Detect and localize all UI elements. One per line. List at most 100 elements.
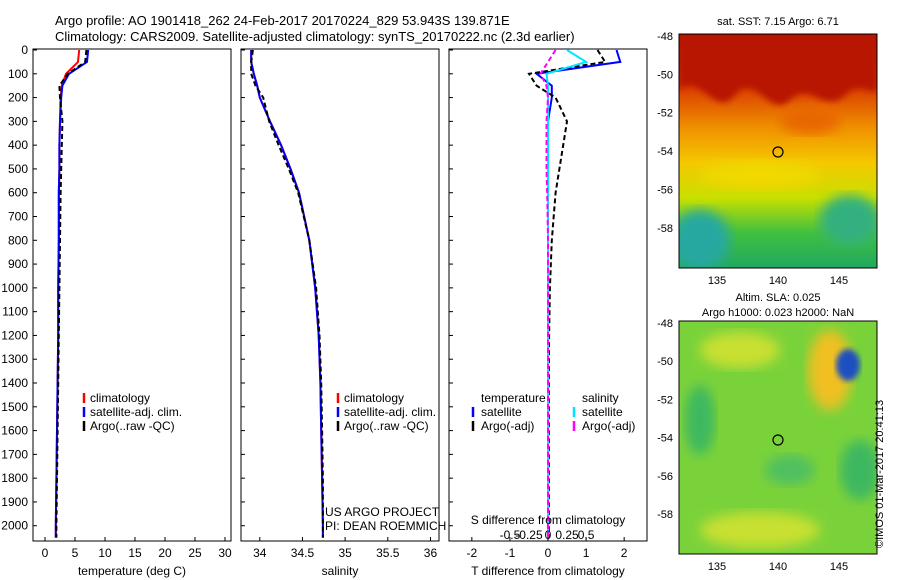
temperature-x-tick-label: 15 xyxy=(128,546,142,560)
tdiff-xlabel: T difference from climatology xyxy=(471,564,625,578)
sst-map-ticks: -48 -50 -52 -54 -56 -58 135 140 145 xyxy=(657,31,848,287)
depth-tick-label: 1600 xyxy=(1,424,28,438)
depth-axis: 0 100 200 300 400 500 600 700 800 900 1000 1100 1200… xyxy=(1,43,453,533)
sdiff-label: S difference from climatology xyxy=(471,513,626,527)
map-y-tick-label: -50 xyxy=(657,356,673,368)
map-x-tick-label: 140 xyxy=(769,275,787,287)
legend-argo: Argo(..raw -QC) xyxy=(344,419,429,433)
salinity-legend: climatology satellite-adj. clim. Argo(..… xyxy=(336,391,436,433)
legend-satellite: satellite-adj. clim. xyxy=(90,405,182,419)
depth-tick-label: 0 xyxy=(21,43,28,57)
map-x-tick-label: 145 xyxy=(830,275,848,287)
sst-argo-marker xyxy=(772,146,784,158)
sst-map-image xyxy=(679,34,877,268)
depth-tick-label: 1800 xyxy=(1,471,28,485)
tdiff-x-tick-label: 0 xyxy=(545,546,552,560)
temperature-x-tick-label: 30 xyxy=(218,546,232,560)
legend-s-argo: Argo(-adj) xyxy=(582,419,635,433)
legend-salinity-title: salinity xyxy=(582,391,619,405)
depth-tick-label: 2000 xyxy=(1,519,28,533)
sdiff-argo-line xyxy=(539,49,557,538)
salinity-argo-line xyxy=(250,49,324,538)
depth-tick-label: 100 xyxy=(8,67,28,81)
tdiff-x-tick-label: 2 xyxy=(621,546,628,560)
legend-s-satellite: satellite xyxy=(582,405,623,419)
temperature-argo-line xyxy=(55,49,88,538)
tdiff-x-tick-label: -1 xyxy=(505,546,516,560)
map-y-tick-label: -56 xyxy=(657,184,673,196)
tdiff-argo-line xyxy=(527,49,607,538)
sla-map-image xyxy=(679,321,877,554)
legend-temperature-title: temperature xyxy=(481,391,546,405)
salinity-x-tick-label: 34.5 xyxy=(291,546,315,560)
sst-map-frame xyxy=(678,33,878,269)
sst-map-title: sat. SST: 7.15 Argo: 6.71 xyxy=(717,16,839,28)
sla-map-frame xyxy=(678,320,878,555)
depth-tick-label: 700 xyxy=(8,210,28,224)
temperature-x-tick-label: 5 xyxy=(72,546,79,560)
depth-tick-label: 1700 xyxy=(1,447,28,461)
figure-title-line1: Argo profile: AO 1901418_262 24-Feb-2017… xyxy=(55,13,510,28)
temperature-xlabel: temperature (deg C) xyxy=(78,564,186,578)
tdiff-x-tick-label: 1 xyxy=(583,546,590,560)
depth-tick-label: 500 xyxy=(8,162,28,176)
figure-title-line2: Climatology: CARS2009. Satellite-adjuste… xyxy=(55,29,575,44)
temperature-legend: climatology satellite-adj. clim. Argo(..… xyxy=(82,391,182,433)
temperature-satellite-line xyxy=(54,49,90,538)
depth-tick-label: 1900 xyxy=(1,495,28,509)
sla-map-ticks: -48 -50 -52 -54 -56 -58 135 140 145 xyxy=(657,318,848,573)
salinity-satellite-line xyxy=(250,50,324,538)
salinity-axes xyxy=(240,48,440,542)
legend-climatology: climatology xyxy=(344,391,404,405)
depth-tick-label: 300 xyxy=(8,114,28,128)
salinity-x-tick-label: 36 xyxy=(424,546,438,560)
map-y-tick-label: -48 xyxy=(657,318,673,330)
temperature-x-tick-label: 20 xyxy=(158,546,172,560)
imos-timestamp: ©IMOS 01-Mar-2017 20:41:13 xyxy=(874,399,886,548)
legend-satellite: satellite-adj. clim. xyxy=(344,405,436,419)
difference-legend: temperature salinity satellite Argo(-adj… xyxy=(471,391,635,433)
legend-climatology: climatology xyxy=(90,391,150,405)
depth-tick-label: 400 xyxy=(8,138,28,152)
map-y-tick-label: -54 xyxy=(657,146,673,158)
sla-map-title1: Altim. SLA: 0.025 xyxy=(736,292,821,304)
salinity-xlabel: salinity xyxy=(322,564,359,578)
temperature-x-tick-label: 10 xyxy=(98,546,112,560)
depth-tick-label: 1300 xyxy=(1,352,28,366)
depth-tick-label: 1200 xyxy=(1,328,28,342)
sla-map-title2: Argo h1000: 0.023 h2000: NaN xyxy=(702,307,854,319)
map-y-tick-label: -58 xyxy=(657,223,673,235)
profile-lines xyxy=(54,49,622,538)
salinity-x-tick-label: 35.5 xyxy=(376,546,400,560)
depth-tick-label: 1000 xyxy=(1,281,28,295)
salinity-x-tick-label: 34 xyxy=(253,546,267,560)
sdiff-tick-label: 0.5 xyxy=(578,528,595,542)
map-y-tick-label: -58 xyxy=(657,509,673,521)
salinity-climatology-line xyxy=(250,50,324,538)
temperature-x-tick-label: 25 xyxy=(188,546,202,560)
salinity-x-tick-label: 35 xyxy=(338,546,352,560)
sdiff-tick-label: -0.25 xyxy=(515,528,543,542)
map-x-tick-label: 135 xyxy=(708,561,726,573)
map-x-tick-label: 145 xyxy=(830,561,848,573)
map-x-tick-label: 140 xyxy=(769,561,787,573)
depth-tick-label: 1500 xyxy=(1,400,28,414)
x-axes-ticks: 0 5 10 15 20 25 30 34 34.5 35 35.5 36 -2 -1 0 1 2 -0.5-0.… xyxy=(42,528,628,560)
sla-argo-marker xyxy=(772,434,784,446)
depth-tick-label: 1100 xyxy=(2,305,28,319)
temperature-x-tick-label: 0 xyxy=(42,546,49,560)
map-y-tick-label: -52 xyxy=(657,108,673,120)
map-y-tick-label: -54 xyxy=(657,433,673,445)
legend-t-satellite: satellite xyxy=(481,405,522,419)
depth-tick-label: 900 xyxy=(8,257,28,271)
map-x-tick-label: 135 xyxy=(708,275,726,287)
legend-argo: Argo(..raw -QC) xyxy=(90,419,175,433)
depth-tick-label: 800 xyxy=(8,233,28,247)
sdiff-tick-label: 0 xyxy=(545,528,552,542)
map-y-tick-label: -48 xyxy=(657,31,673,43)
credit-pi: PI: DEAN ROEMMICH xyxy=(325,519,446,533)
legend-t-argo: Argo(-adj) xyxy=(481,419,534,433)
map-y-tick-label: -50 xyxy=(657,69,673,81)
depth-tick-label: 1400 xyxy=(1,376,28,390)
